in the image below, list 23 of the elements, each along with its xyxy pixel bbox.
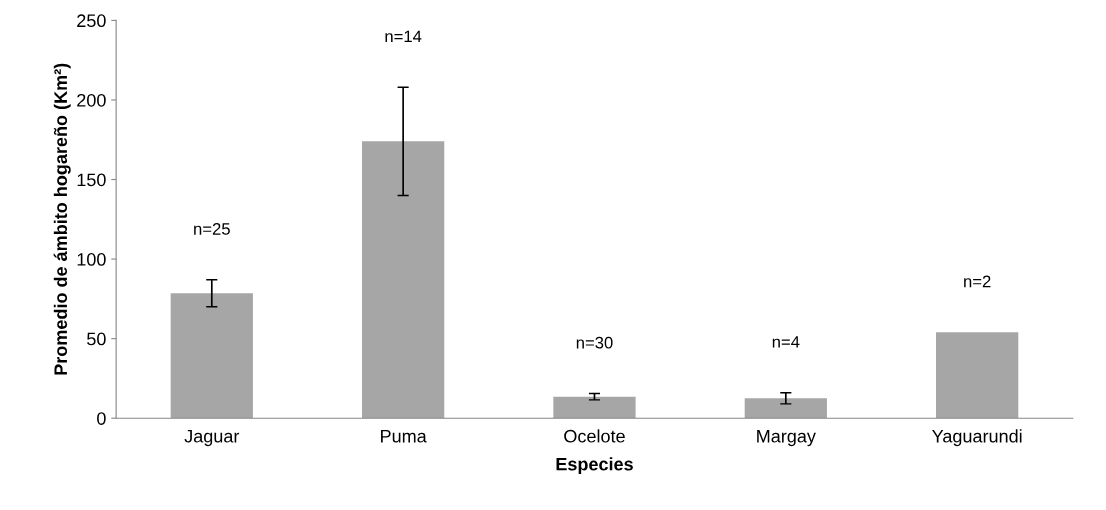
y-tick-label: 0 [97, 412, 106, 425]
y-tick-label: 50 [87, 332, 106, 346]
annotation: n=4 [772, 336, 800, 348]
annotation: n=30 [576, 336, 613, 349]
bar [553, 396, 636, 419]
y-axis-title: Promedio de ámbito hogareño (Km²) [53, 63, 71, 375]
y-tick-label: 200 [77, 93, 106, 107]
bar [744, 398, 827, 419]
x-tick-label: Jaguar [184, 429, 240, 447]
x-tick-label: Margay [757, 429, 816, 447]
y-tick-label: 100 [77, 253, 106, 266]
y-tick-label: 250 [77, 14, 106, 28]
x-axis-title: Especies [556, 457, 633, 475]
annotation: n=25 [194, 223, 230, 235]
bar [936, 332, 1019, 419]
bar [362, 141, 445, 419]
y-tick-label: 150 [77, 173, 106, 187]
x-tick-label: Yaguarundi [932, 429, 1022, 447]
annotation: n=2 [964, 275, 991, 288]
x-tick-label: Puma [381, 429, 427, 443]
annotation: n=14 [385, 30, 422, 43]
x-tick-label: Ocelote [564, 429, 625, 443]
bar [170, 293, 253, 419]
